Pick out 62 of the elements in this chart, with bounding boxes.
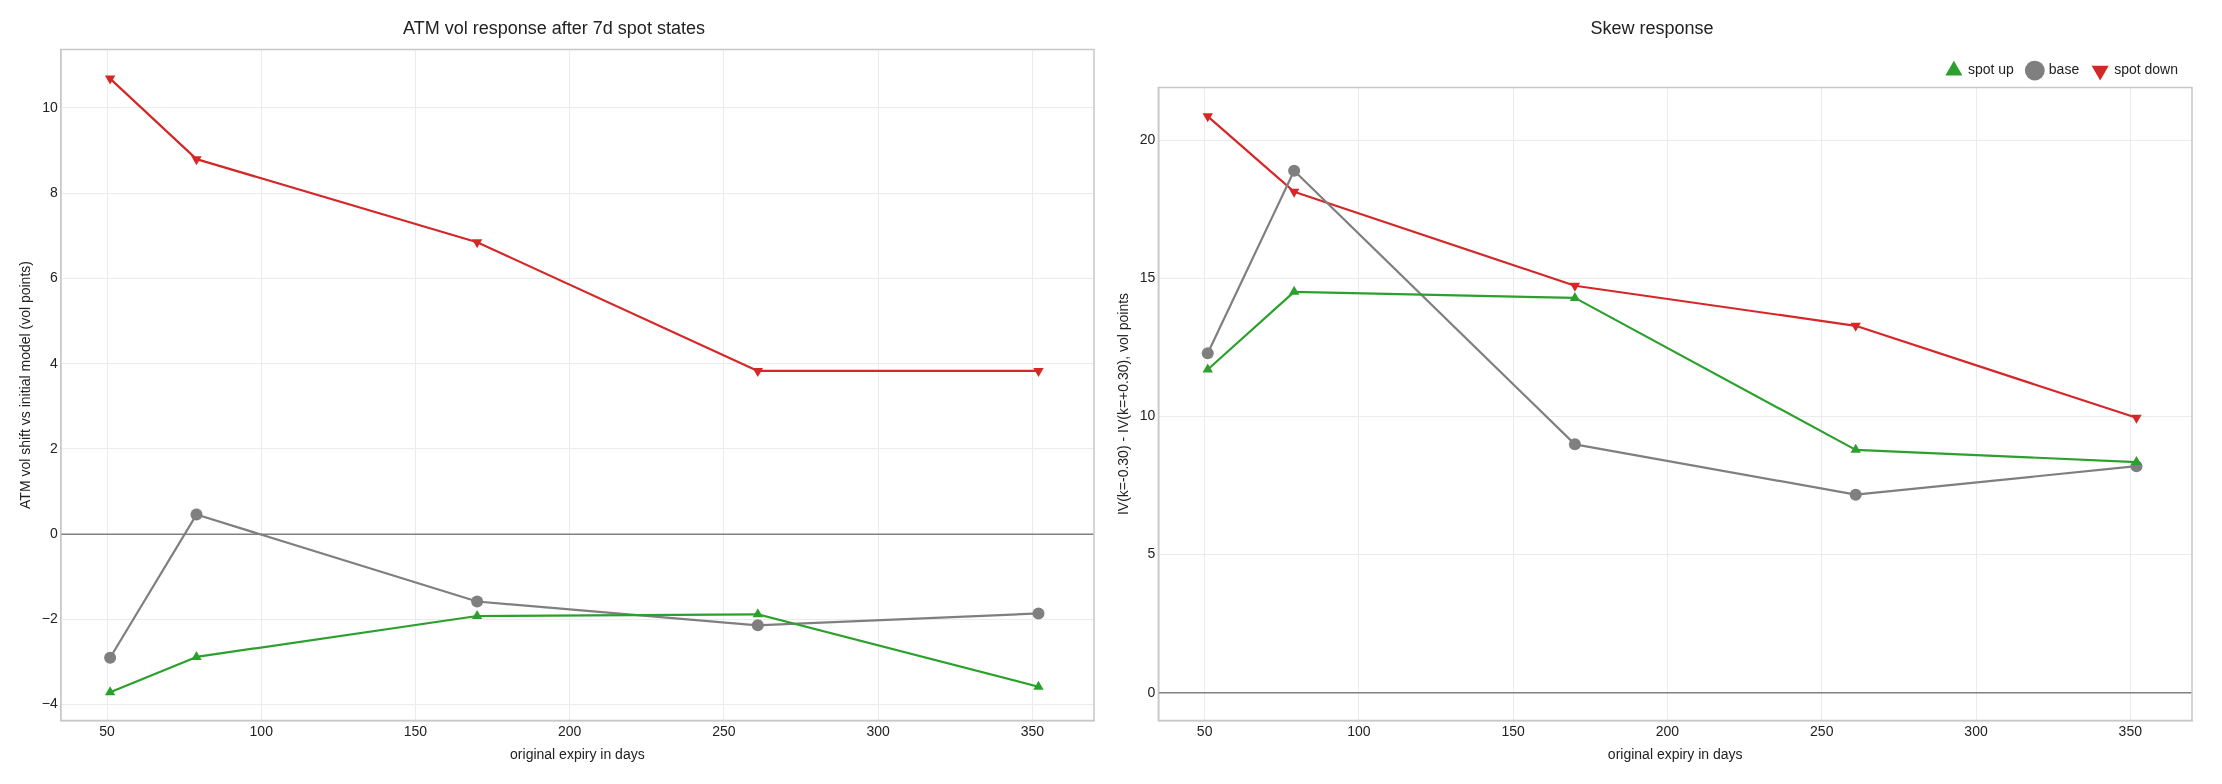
y-tick-label: −2 [41,610,58,627]
point [1033,367,1044,377]
point [104,75,116,85]
point [104,651,117,664]
x-tick-label: 50 [1196,722,1213,739]
y-tick-label: 15 [1139,269,1156,286]
point [1850,322,1861,332]
point [2131,456,2142,466]
legend-label: spot up [1967,61,2015,78]
y-tick-label: 10 [42,98,58,115]
x-tick-label: 100 [249,722,274,739]
point [471,239,483,249]
y-tick-label: 5 [1147,545,1156,562]
x-axis-title: original expiry in days [510,746,645,763]
point [190,508,203,521]
x-tick-label: 200 [557,722,582,739]
x-tick-label: 200 [1655,722,1680,739]
x-tick-label: 100 [1347,722,1371,739]
point [1202,113,1213,123]
point [752,367,764,377]
chart-title: ATM vol response after 7d spot states [403,17,705,38]
point [1033,680,1044,690]
y-tick-label: 10 [1139,407,1156,424]
x-tick-label: 50 [99,722,116,739]
x-tick-label: 300 [1964,722,1988,739]
point [191,156,202,166]
point [1032,607,1045,620]
point [1568,438,1581,451]
x-tick-label: 250 [1810,722,1834,739]
point [1850,443,1861,453]
point [1288,188,1300,198]
point [1849,488,1862,501]
y-tick-label: −4 [41,695,58,712]
x-tick-label: 350 [1020,722,1045,739]
y-axis-title: ATM vol shift vs initial model (vol points) [17,261,34,509]
x-tick-label: 300 [866,722,890,739]
point [471,595,484,608]
y-tick-label: 8 [49,184,58,201]
x-axis-title: original expiry in days [1607,746,1743,763]
chart-title: Skew response [1590,17,1714,38]
point [191,650,202,660]
legend-label: base [2048,61,2080,78]
y-tick-label: 0 [49,525,58,542]
point [1201,347,1214,360]
y-tick-label: 20 [1139,130,1156,147]
y-axis-title: IV(k=-0.30) - IV(k=+0.30), vol points [1115,292,1132,516]
point [471,609,483,619]
x-tick-label: 150 [1501,722,1526,739]
point [2131,414,2142,424]
point [1569,282,1581,292]
y-tick-label: 2 [49,439,58,456]
point [104,686,116,696]
point [752,608,764,618]
legend-label: spot down [2114,61,2179,78]
x-tick-label: 250 [712,722,736,739]
point [751,619,764,632]
y-tick-label: 4 [49,354,58,371]
x-tick-label: 150 [403,722,428,739]
x-tick-label: 350 [2118,722,2143,739]
point [1288,164,1301,177]
y-tick-label: 6 [49,269,58,286]
y-tick-label: 0 [1147,683,1156,700]
